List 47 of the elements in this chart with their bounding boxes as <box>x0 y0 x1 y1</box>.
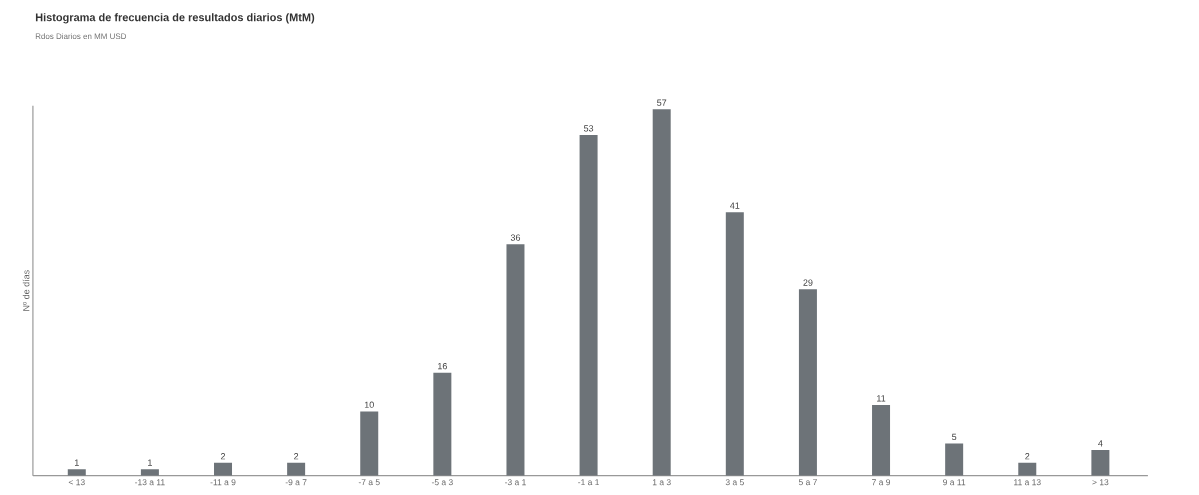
data-label: 53 <box>583 125 594 132</box>
x-tick-label: 1 a 3 <box>652 479 671 486</box>
x-tick-label: 5 a 7 <box>798 479 817 486</box>
x-tick-label: 11 a 13 <box>1014 479 1041 486</box>
data-label: 1 <box>74 459 79 466</box>
x-tick-label: -5 a 3 <box>431 479 453 486</box>
data-label: 36 <box>510 234 521 241</box>
x-tick-label: -13 a 11 <box>135 479 165 486</box>
bar <box>360 411 379 476</box>
bar <box>579 135 598 476</box>
y-axis-title: Nº de días <box>22 270 30 311</box>
data-label: 10 <box>364 401 374 408</box>
bar <box>1091 449 1110 476</box>
data-label: 11 <box>877 395 886 402</box>
x-tick-label: 7 a 9 <box>872 479 891 486</box>
data-label: 29 <box>803 279 813 286</box>
x-tick-label: -9 a 7 <box>285 479 307 486</box>
data-label: 2 <box>1025 453 1030 460</box>
data-label: 2 <box>294 453 299 460</box>
data-label: 2 <box>220 453 226 460</box>
bar <box>287 462 306 476</box>
x-tick-label: -11 a 9 <box>210 479 236 486</box>
data-label: 5 <box>952 433 957 441</box>
x-tick-label: -1 a 1 <box>578 479 599 486</box>
bar <box>872 405 891 476</box>
bar <box>725 212 744 476</box>
bar <box>1018 462 1037 476</box>
bar <box>945 443 964 476</box>
bar <box>214 462 233 476</box>
x-tick-label: 3 a 5 <box>725 479 744 486</box>
x-tick-label: 9 a 11 <box>943 479 966 486</box>
x-tick-label: < 13 <box>68 479 85 486</box>
data-label: 41 <box>730 202 740 209</box>
bar <box>67 469 86 476</box>
data-label: 16 <box>438 363 447 370</box>
bar <box>140 469 159 476</box>
bar <box>506 244 525 476</box>
data-label: 1 <box>148 459 152 466</box>
chart-title: Histograma de frecuencia de resultados diarios (MtM) <box>35 13 315 24</box>
x-tick-label: -3 a 1 <box>505 479 526 486</box>
x-tick-label: -7 a 5 <box>358 479 380 486</box>
bar <box>433 372 452 476</box>
bar <box>652 109 671 476</box>
data-label: 57 <box>657 99 667 106</box>
data-label: 4 <box>1098 440 1103 447</box>
x-tick-label: > 13 <box>1092 479 1109 486</box>
bar <box>798 289 817 476</box>
